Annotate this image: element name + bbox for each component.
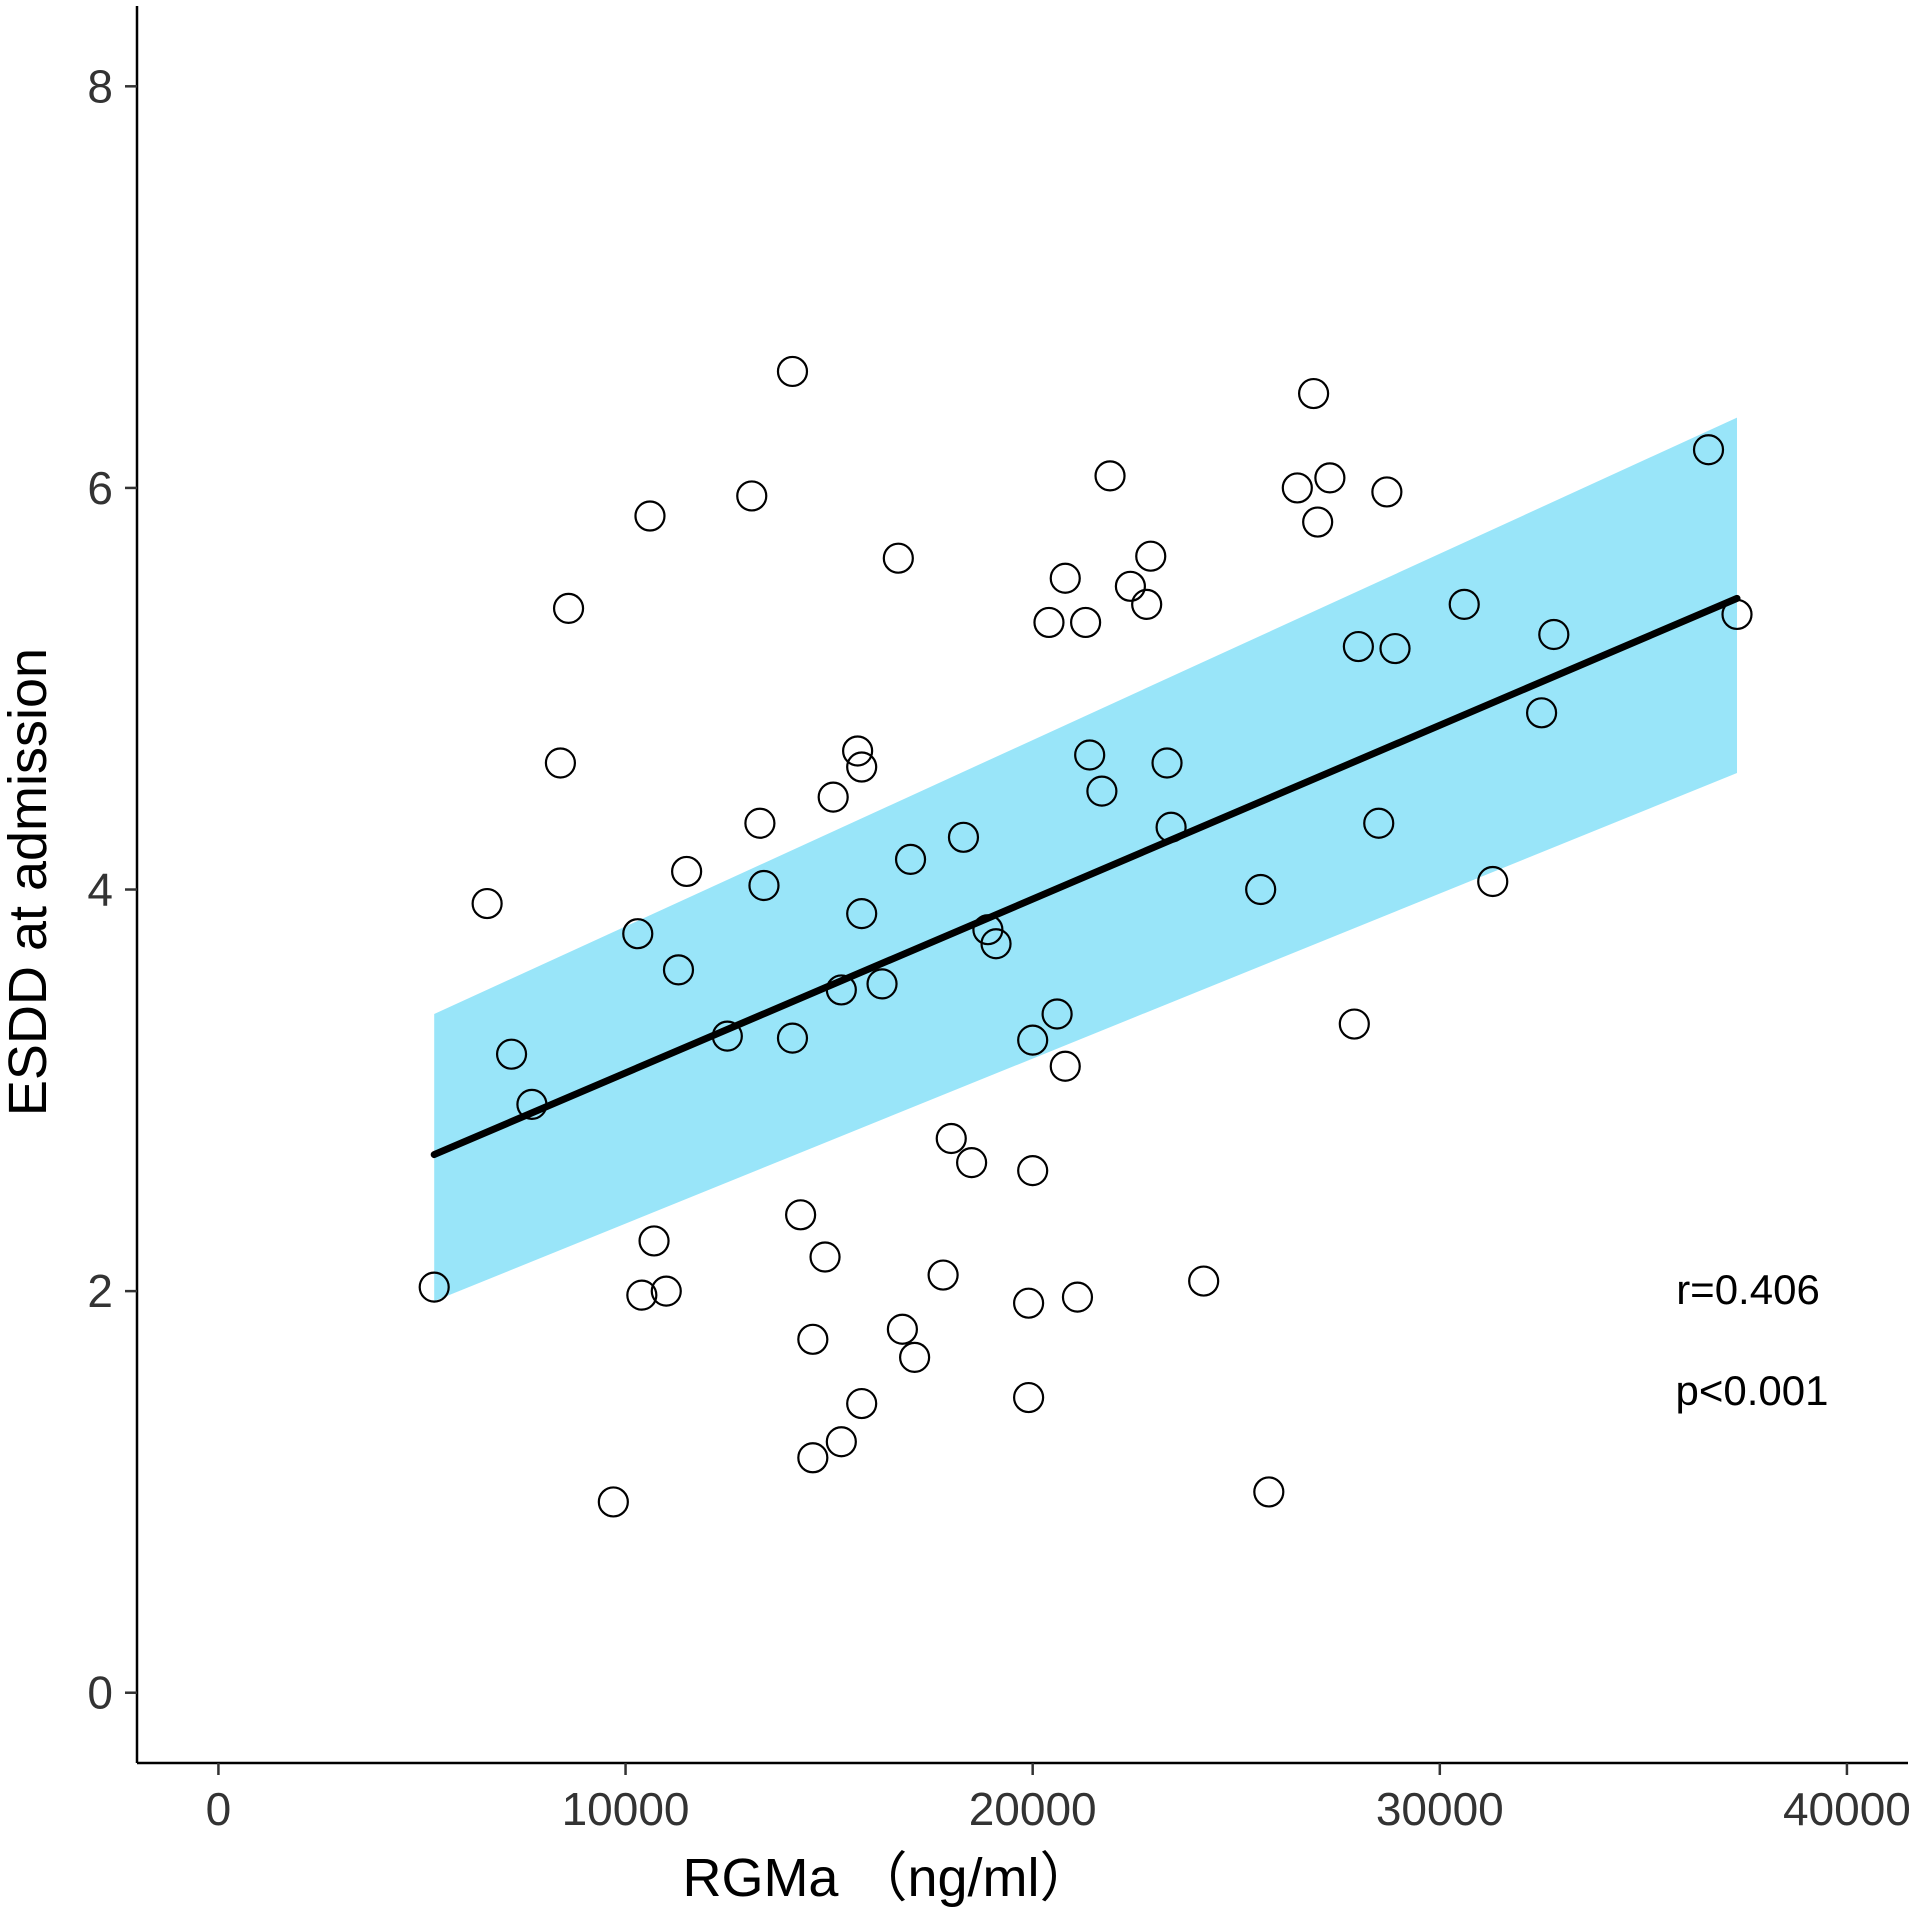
- data-point: [776, 355, 809, 388]
- data-point: [1371, 476, 1403, 508]
- data-point: [597, 1486, 629, 1518]
- data-point: [1086, 775, 1118, 807]
- data-point: [797, 1442, 829, 1474]
- data-point: [776, 1022, 809, 1054]
- data-point: [1074, 739, 1106, 771]
- data-point: [1363, 807, 1395, 839]
- data-point: [544, 747, 577, 779]
- data-point: [1342, 630, 1374, 663]
- data-point: [626, 1279, 658, 1311]
- data-point: [825, 1426, 857, 1458]
- data-point: [842, 735, 874, 767]
- data-point: [516, 1088, 548, 1120]
- data-point: [748, 869, 780, 902]
- data-point: [1538, 618, 1570, 651]
- data-point: [1070, 606, 1102, 639]
- data-point: [1094, 460, 1126, 492]
- data-point: [1049, 1050, 1081, 1082]
- x-tick-label: 0: [206, 1783, 232, 1835]
- data-point: [886, 1313, 918, 1345]
- data-point: [552, 592, 585, 625]
- data-point: [882, 542, 914, 574]
- data-point: [1253, 1476, 1285, 1508]
- data-point: [1245, 873, 1277, 906]
- data-point: [622, 918, 654, 950]
- data-point: [825, 974, 857, 1006]
- data-point: [1114, 570, 1146, 602]
- data-point: [1448, 588, 1480, 620]
- data-point: [1017, 1155, 1049, 1187]
- data-point: [1033, 606, 1065, 639]
- data-point: [947, 821, 980, 853]
- confidence-band: [434, 417, 1738, 1302]
- data-point: [1338, 1008, 1370, 1040]
- x-tick-label: 40000: [1783, 1783, 1911, 1835]
- data-point: [671, 855, 703, 888]
- data-point: [1155, 811, 1187, 843]
- data-point: [1151, 747, 1183, 779]
- x-tick-label: 20000: [969, 1783, 1097, 1835]
- data-point: [980, 928, 1012, 960]
- data-point: [817, 781, 849, 813]
- data-point: [638, 1225, 670, 1257]
- data-point: [1302, 506, 1334, 538]
- data-point: [1041, 998, 1073, 1030]
- data-point: [662, 954, 695, 986]
- y-tick-label: 4: [87, 864, 113, 916]
- data-point: [1692, 434, 1725, 466]
- data-point: [1013, 1287, 1045, 1319]
- data-point: [471, 887, 503, 920]
- data-point: [809, 1241, 841, 1273]
- x-axis-title: RGMa （ng/ml）: [682, 1848, 1093, 1908]
- data-point: [1017, 1024, 1049, 1056]
- data-point: [1477, 865, 1509, 898]
- y-tick-label: 0: [87, 1667, 113, 1719]
- p-value-annotation: p<0.001: [1676, 1367, 1829, 1414]
- data-point: [846, 751, 878, 783]
- data-point: [797, 1323, 829, 1355]
- data-point: [1188, 1265, 1220, 1297]
- data-point: [1314, 462, 1346, 494]
- data-point: [1061, 1281, 1094, 1313]
- data-point: [418, 1271, 450, 1303]
- data-point: [785, 1199, 817, 1231]
- data-point: [1013, 1381, 1045, 1414]
- data-point: [1297, 377, 1330, 410]
- data-point: [846, 1387, 878, 1420]
- data-point: [1135, 540, 1167, 572]
- data-point: [1049, 562, 1081, 594]
- data-point: [846, 898, 878, 930]
- data-point: [495, 1038, 528, 1070]
- correlation-annotation: r=0.406: [1676, 1266, 1820, 1313]
- data-point: [1281, 472, 1313, 504]
- data-point: [1721, 598, 1753, 631]
- y-tick-label: 6: [87, 462, 113, 514]
- data-point: [736, 480, 768, 512]
- data-point: [894, 843, 927, 876]
- data-point: [866, 968, 898, 1000]
- data-point: [927, 1259, 959, 1291]
- data-point: [899, 1341, 931, 1373]
- y-axis-title: ESDD at admission: [0, 648, 58, 1116]
- data-point: [711, 1020, 743, 1052]
- data-point: [744, 807, 776, 839]
- y-tick-label: 8: [87, 60, 113, 112]
- data-point: [1525, 697, 1558, 729]
- data-point: [634, 500, 666, 532]
- regression-line: [430, 594, 1741, 1159]
- x-tick-label: 30000: [1376, 1783, 1504, 1835]
- data-point: [956, 1147, 988, 1179]
- data-point: [650, 1275, 682, 1307]
- data-point: [935, 1122, 967, 1155]
- data-point: [1379, 632, 1411, 665]
- y-tick-label: 2: [87, 1265, 113, 1317]
- x-tick-label: 10000: [562, 1783, 690, 1835]
- data-point: [1131, 588, 1163, 620]
